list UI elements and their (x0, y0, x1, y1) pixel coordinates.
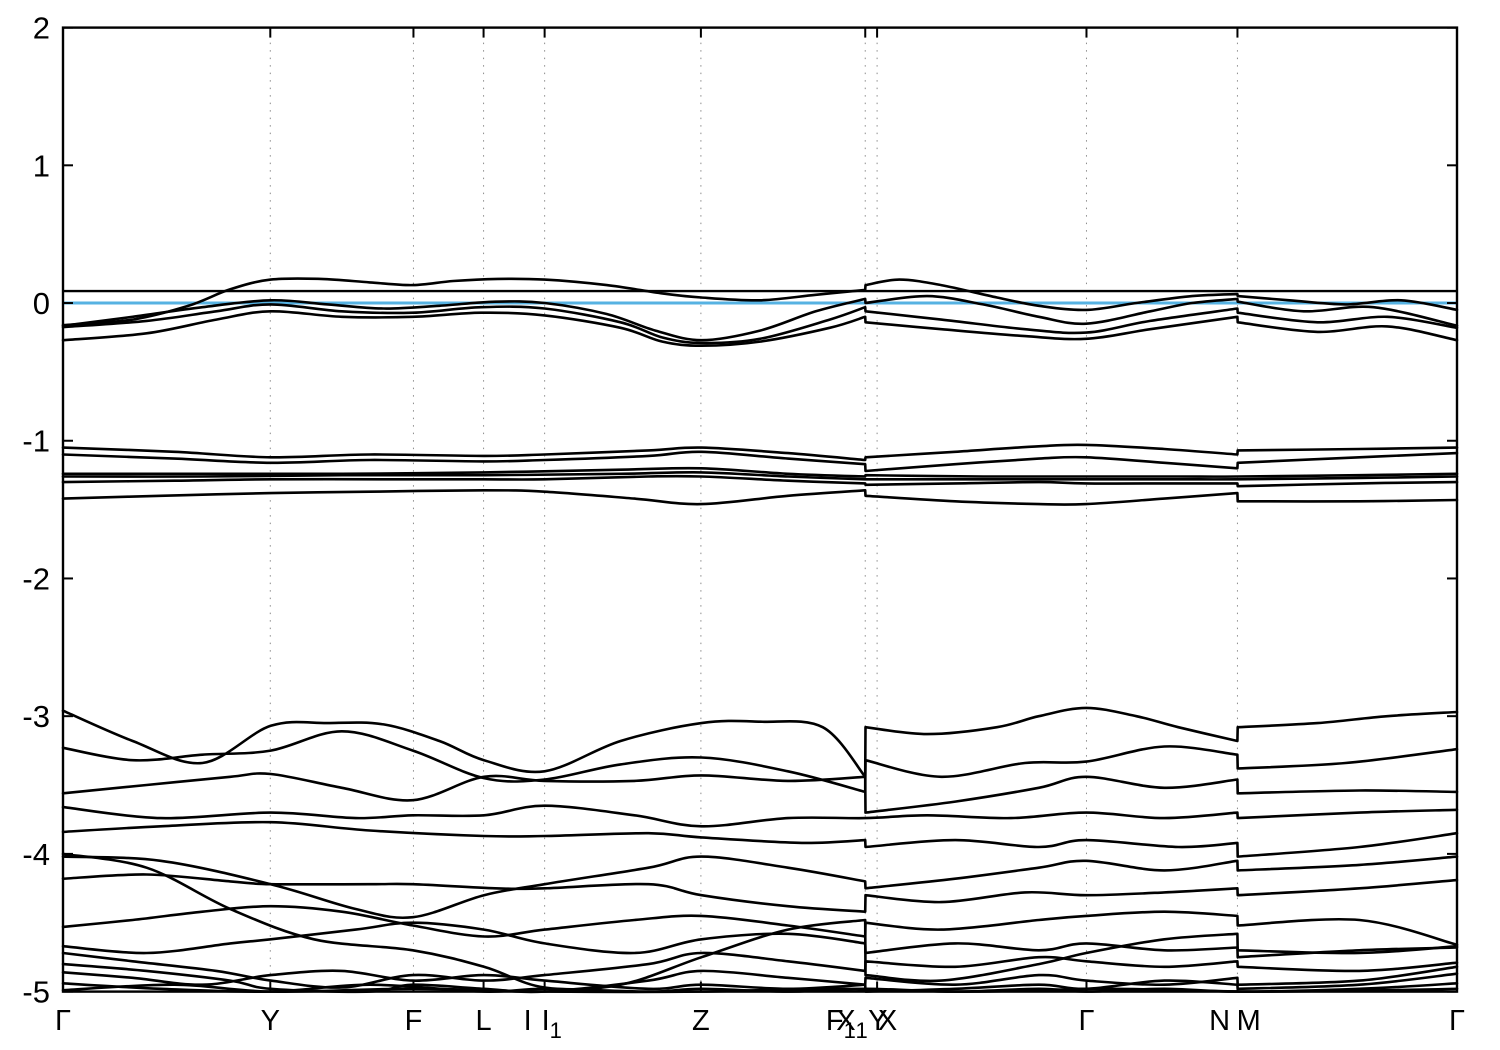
x-axis-tick-label: L (475, 1005, 491, 1037)
plot-frame (61, 26, 1459, 993)
y-axis-tick-label: 0 (33, 286, 50, 321)
tick-marks (62, 26, 1458, 993)
band-line (61, 921, 1459, 959)
band-line (61, 804, 1459, 828)
y-axis-tick-label: -5 (22, 975, 50, 1010)
band-line (61, 489, 1459, 506)
x-axis-tick-label: X (878, 1005, 897, 1037)
band-line (61, 951, 1459, 989)
band-line (61, 730, 1459, 794)
x-axis-tick-label: Z (692, 1005, 710, 1037)
x-axis-tick-label: I (524, 1005, 532, 1037)
band-line (61, 450, 1459, 473)
band-line (61, 474, 1459, 488)
band-line (61, 309, 1459, 347)
y-axis-tick-label: -2 (22, 561, 50, 596)
band-line (61, 303, 1459, 345)
y-axis-tick-label: 2 (33, 11, 50, 46)
x-axis-tick-label: Y (261, 1005, 280, 1037)
band-line (61, 466, 1459, 478)
band-line (61, 277, 1459, 327)
band-line (61, 855, 1459, 920)
band-line (61, 873, 1459, 913)
band-line (61, 904, 1459, 947)
x-axis-tick-label: Γ (1449, 1005, 1465, 1037)
band-line (61, 772, 1459, 814)
x-axis-tick-label: M (1237, 1005, 1261, 1037)
x-axis-tick-label: N (1209, 1005, 1230, 1037)
y-axis-tick-label: 1 (33, 148, 50, 183)
y-axis-tick-label: -1 (22, 424, 50, 459)
gridlines (269, 27, 1238, 992)
x-axis-tick-label: F1 (826, 1005, 856, 1043)
x-axis-tick-label: X1 (836, 1005, 868, 1043)
band-line (61, 471, 1459, 481)
band-line (61, 443, 1459, 462)
x-axis-tick-label: Y (868, 1005, 887, 1037)
x-axis-tick-label: I1 (542, 1005, 562, 1043)
x-axis-tick-label: Γ (55, 1005, 71, 1037)
band-line (61, 294, 1459, 342)
y-axis-tick-label: -3 (22, 699, 50, 734)
y-axis-tick-label: -4 (22, 837, 50, 872)
band-lines (61, 277, 1459, 994)
band-line (61, 820, 1459, 858)
x-axis-tick-label: Γ (1078, 1005, 1094, 1037)
band-line (61, 969, 1459, 993)
x-axis-tick-label: F (405, 1005, 423, 1037)
band-line (61, 706, 1459, 779)
